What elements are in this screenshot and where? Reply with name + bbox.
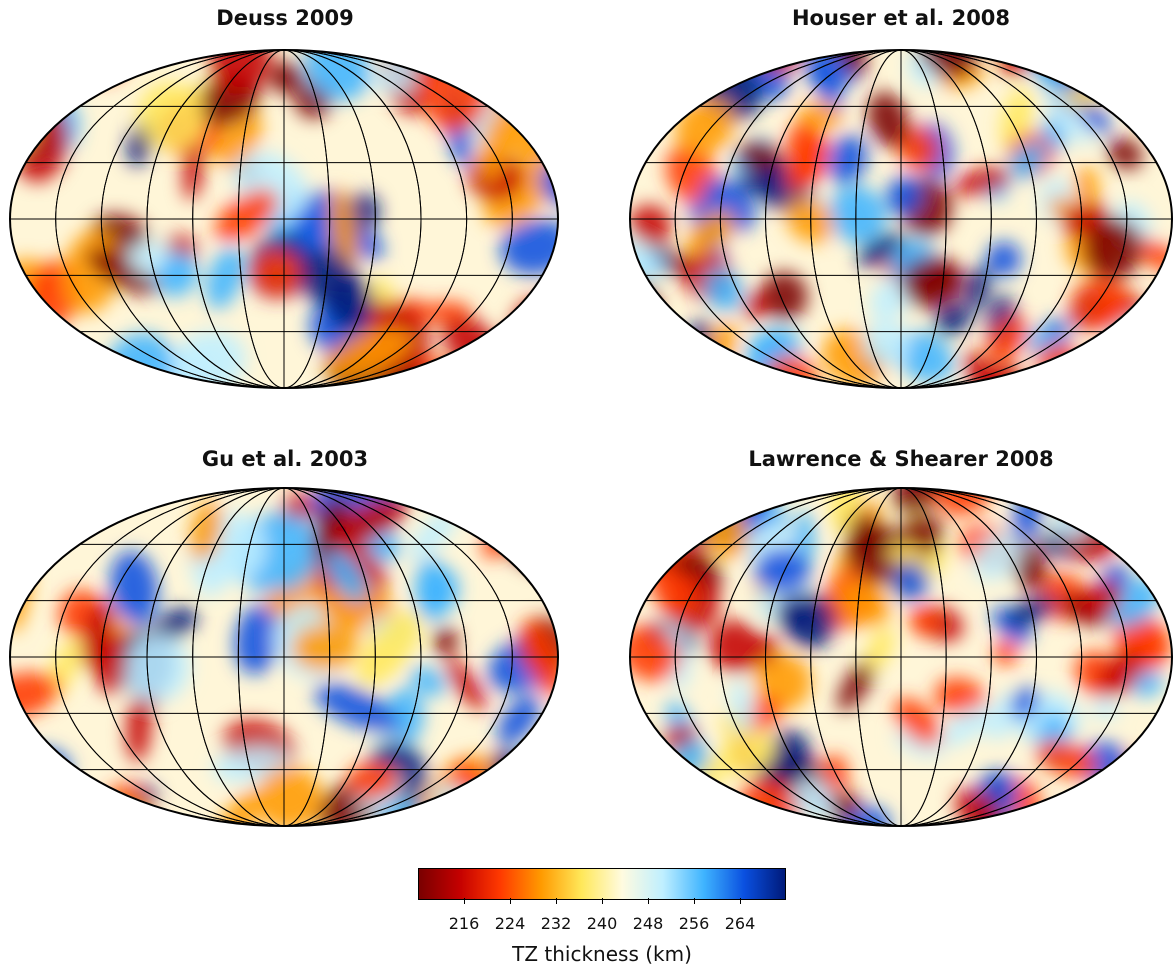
colorbar-tick-label: 224 bbox=[494, 914, 526, 933]
panel-title-lawrence-shearer-2008: Lawrence & Shearer 2008 bbox=[748, 447, 1054, 471]
map-deuss-2009 bbox=[9, 49, 559, 389]
colorbar-tick-label: 256 bbox=[678, 914, 710, 933]
colorbar bbox=[418, 868, 786, 900]
panel-title-deuss-2009: Deuss 2009 bbox=[216, 6, 354, 30]
map-lawrence-shearer-2008 bbox=[629, 487, 1173, 827]
colorbar-tickmark bbox=[648, 898, 649, 904]
colorbar-tickmark bbox=[740, 898, 741, 904]
colorbar-tick-label: 232 bbox=[540, 914, 572, 933]
map-gu-2003 bbox=[9, 487, 559, 827]
colorbar-tick-label: 264 bbox=[724, 914, 756, 933]
colorbar-tickmark bbox=[556, 898, 557, 904]
colorbar-tick-label: 216 bbox=[448, 914, 480, 933]
colorbar-tick-label: 240 bbox=[586, 914, 618, 933]
colorbar-tickmark bbox=[694, 898, 695, 904]
colorbar-tickmark bbox=[464, 898, 465, 904]
map-houser-2008 bbox=[629, 49, 1173, 389]
panel-title-gu-2003: Gu et al. 2003 bbox=[201, 447, 369, 471]
colorbar-tickmark bbox=[510, 898, 511, 904]
panel-title-houser-2008: Houser et al. 2008 bbox=[791, 6, 1011, 30]
colorbar-tickmark bbox=[602, 898, 603, 904]
colorbar-label: TZ thickness (km) bbox=[512, 942, 692, 966]
colorbar-tick-label: 248 bbox=[632, 914, 664, 933]
